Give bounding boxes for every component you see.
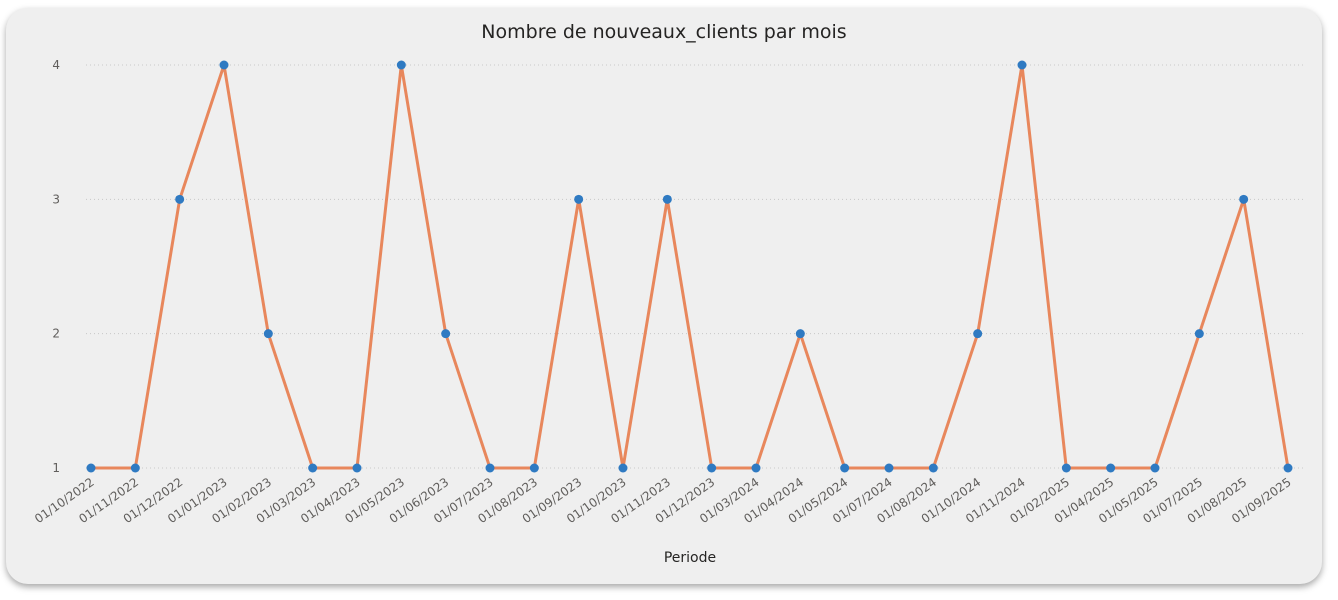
data-point[interactable] xyxy=(1194,329,1204,339)
data-point[interactable] xyxy=(1150,463,1160,473)
gridlines xyxy=(86,64,1306,469)
data-point[interactable] xyxy=(884,463,894,473)
data-point[interactable] xyxy=(441,329,451,339)
y-tick-label: 4 xyxy=(52,58,60,72)
line-chart: Nombre de nouveaux_clients par mois 1 2 3 4… xyxy=(32,21,1306,566)
data-point[interactable] xyxy=(662,194,672,204)
data-point[interactable] xyxy=(396,60,406,70)
chart-title: Nombre de nouveaux_clients par mois xyxy=(481,21,846,43)
x-axis-title: Periode xyxy=(664,550,716,566)
data-point[interactable] xyxy=(263,329,273,339)
data-point[interactable] xyxy=(1283,463,1293,473)
y-tick-label: 3 xyxy=(52,192,60,206)
data-point[interactable] xyxy=(529,463,539,473)
data-point[interactable] xyxy=(219,60,229,70)
data-point[interactable] xyxy=(485,463,495,473)
data-point[interactable] xyxy=(1061,463,1071,473)
data-point[interactable] xyxy=(574,194,584,204)
y-axis-ticks: 1 2 3 4 xyxy=(52,58,60,475)
data-points xyxy=(86,60,1293,473)
series-line xyxy=(89,63,1290,470)
data-point[interactable] xyxy=(1017,60,1027,70)
series-line-layer xyxy=(89,63,1290,470)
data-point[interactable] xyxy=(352,463,362,473)
y-tick-label: 1 xyxy=(52,461,60,475)
data-point[interactable] xyxy=(1106,463,1116,473)
data-point[interactable] xyxy=(175,194,185,204)
data-point[interactable] xyxy=(308,463,318,473)
data-point[interactable] xyxy=(973,329,983,339)
data-point[interactable] xyxy=(618,463,628,473)
data-point[interactable] xyxy=(1239,194,1249,204)
data-point[interactable] xyxy=(928,463,938,473)
data-point[interactable] xyxy=(130,463,140,473)
data-point[interactable] xyxy=(86,463,96,473)
data-point[interactable] xyxy=(840,463,850,473)
data-point[interactable] xyxy=(795,329,805,339)
y-tick-label: 2 xyxy=(52,327,60,341)
data-point[interactable] xyxy=(751,463,761,473)
chart-card: Nombre de nouveaux_clients par mois 1 2 3 4… xyxy=(6,8,1322,584)
x-axis-ticks: 01/10/202201/11/202201/12/202201/01/2023… xyxy=(32,475,1294,526)
data-point[interactable] xyxy=(707,463,717,473)
